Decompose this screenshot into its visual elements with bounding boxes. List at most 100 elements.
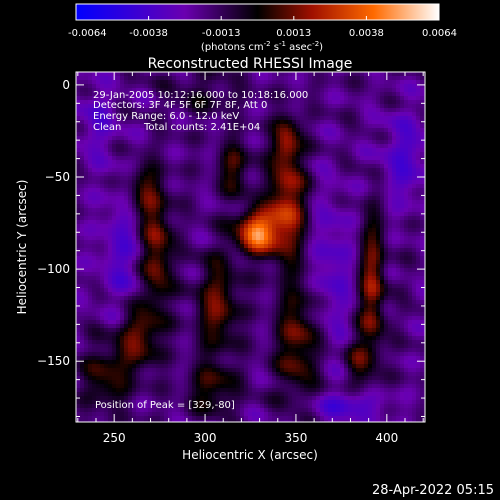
heatmap-cell [292,112,297,117]
heatmap-cell [384,268,389,273]
heatmap-cell [392,168,397,173]
heatmap-cell [164,292,169,297]
heatmap-cell [220,228,225,233]
heatmap-cell [376,196,381,201]
heatmap-cell [192,84,197,89]
heatmap-cell [160,124,165,129]
heatmap-cell [144,288,149,293]
heatmap-cell [288,240,293,245]
heatmap-cell [184,228,189,233]
heatmap-cell [96,172,101,177]
heatmap-cell [420,280,425,285]
heatmap-cell [228,260,233,265]
heatmap-cell [396,196,401,201]
heatmap-cell [260,160,265,165]
heatmap-cell [160,188,165,193]
heatmap-cell [168,160,173,165]
heatmap-cell [364,284,369,289]
heatmap-cell [80,244,85,249]
heatmap-cell [92,76,97,81]
heatmap-cell [116,80,121,85]
heatmap-cell [100,244,105,249]
heatmap-cell [172,76,177,81]
heatmap-cell [240,260,245,265]
heatmap-cell [128,276,133,281]
heatmap-cell [96,88,101,93]
heatmap-cell [244,116,249,121]
heatmap-cell [336,188,341,193]
heatmap-cell [84,280,89,285]
heatmap-cell [200,80,205,85]
heatmap-cell [244,100,249,105]
heatmap-cell [268,172,273,177]
heatmap-cell [168,172,173,177]
heatmap-cell [268,220,273,225]
heatmap-cell [132,272,137,277]
heatmap-cell [228,136,233,141]
heatmap-cell [260,220,265,225]
heatmap-cell [384,284,389,289]
heatmap-cell [104,116,109,121]
heatmap-cell [136,268,141,273]
heatmap-cell [236,272,241,277]
heatmap-cell [192,136,197,141]
heatmap-cell [376,108,381,113]
heatmap-cell [204,160,209,165]
heatmap-cell [316,104,321,109]
heatmap-cell [176,88,181,93]
heatmap-cell [80,160,85,165]
heatmap-cell [332,124,337,129]
heatmap-cell [212,152,217,157]
heatmap-cell [384,148,389,153]
heatmap-cell [172,84,177,89]
heatmap-cell [292,76,297,81]
heatmap-cell [256,152,261,157]
heatmap-cell [172,96,177,101]
heatmap-cell [268,228,273,233]
heatmap-cell [324,244,329,249]
heatmap-cell [188,292,193,297]
heatmap-cell [380,112,385,117]
heatmap-cell [372,108,377,113]
heatmap-cell [348,212,353,217]
heatmap-cell [116,72,121,77]
heatmap-cell [180,208,185,213]
heatmap-cell [352,272,357,277]
heatmap-cell [300,248,305,253]
heatmap-cell [352,256,357,261]
heatmap-cell [152,288,157,293]
heatmap-cell [116,172,121,177]
heatmap-cell [92,200,97,205]
heatmap-cell [108,72,113,77]
heatmap-cell [176,276,181,281]
heatmap-cell [396,288,401,293]
heatmap-cell [420,292,425,297]
heatmap-cell [360,244,365,249]
heatmap-cell [244,220,249,225]
heatmap-cell [116,236,121,241]
heatmap-cell [108,88,113,93]
heatmap-cell [256,76,261,81]
heatmap-cell [144,248,149,253]
heatmap-cell [196,80,201,85]
heatmap-cell [392,136,397,141]
heatmap-cell [244,108,249,113]
heatmap-cell [268,260,273,265]
heatmap-cell [120,216,125,221]
heatmap-cell [408,164,413,169]
heatmap-cell [156,252,161,257]
heatmap-cell [256,192,261,197]
heatmap-cell [192,276,197,281]
heatmap-cell [200,200,205,205]
heatmap-cell [136,136,141,141]
heatmap-cell [272,288,277,293]
heatmap-cell [360,108,365,113]
heatmap-cell [136,168,141,173]
heatmap-cell [312,108,317,113]
heatmap-cell [368,92,373,97]
heatmap-cell [176,108,181,113]
heatmap-cell [276,276,281,281]
heatmap-cell [272,140,277,145]
heatmap-cell [244,292,249,297]
heatmap-cell [88,84,93,89]
